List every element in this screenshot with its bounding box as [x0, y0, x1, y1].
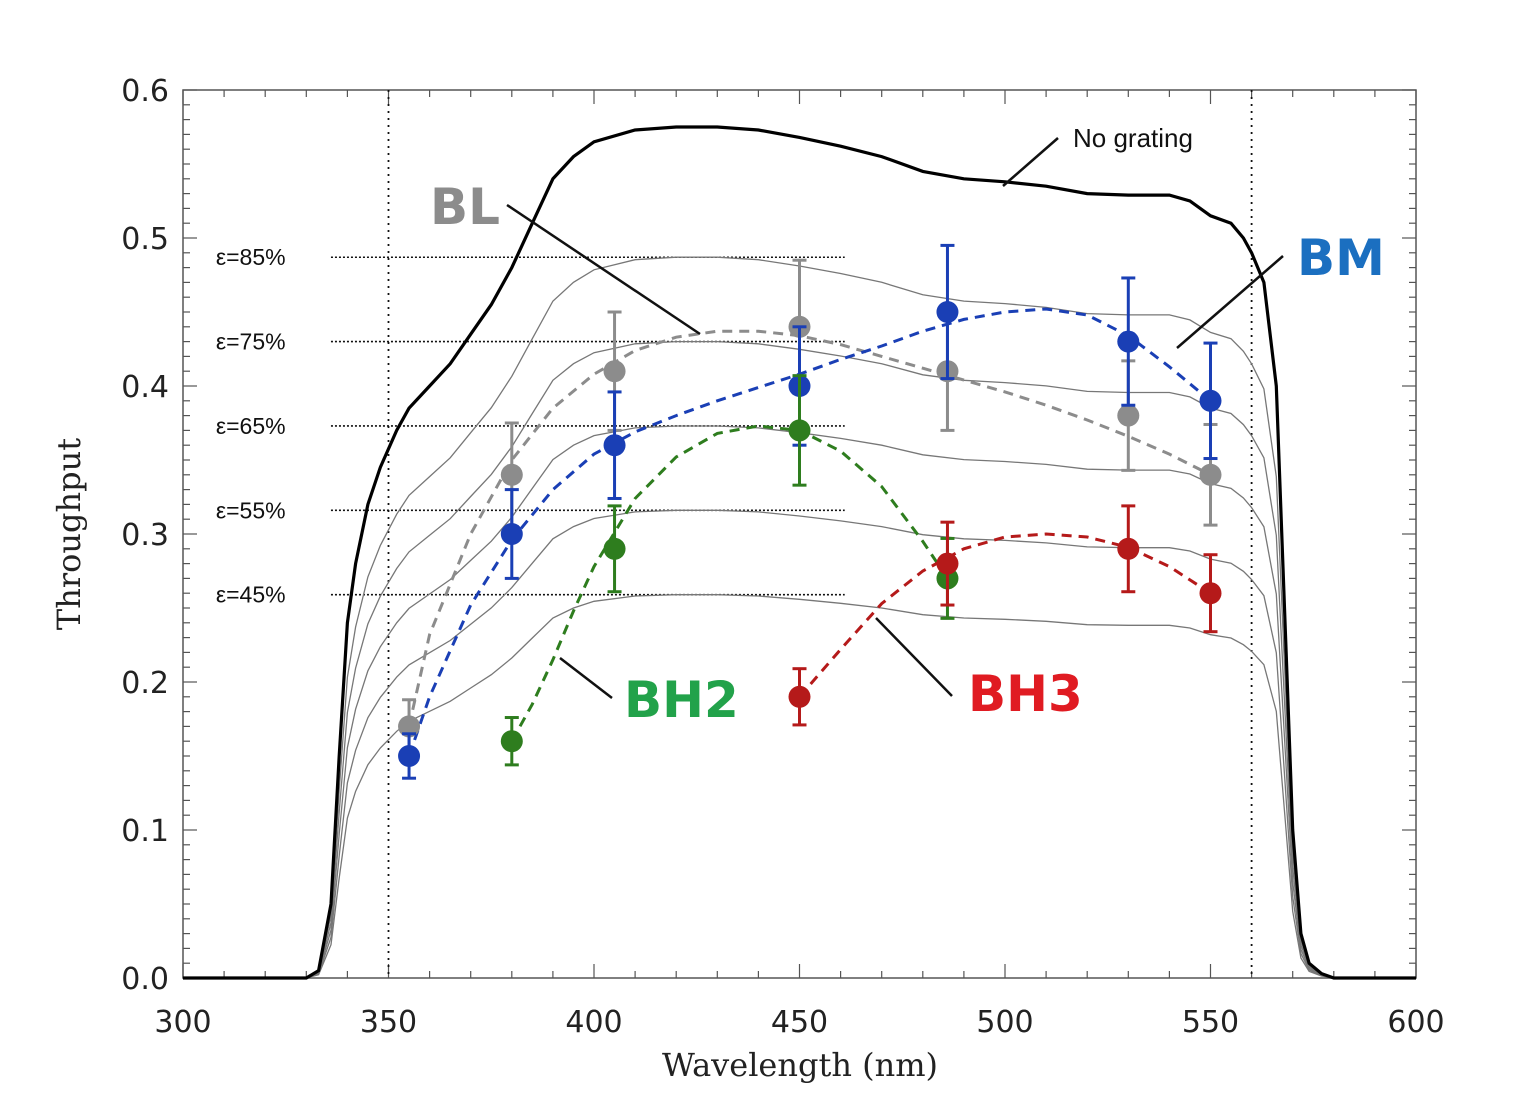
- axis-ticks: [182, 89, 1417, 979]
- data-point-bh3: [1199, 582, 1222, 605]
- efficiency-label: ε=75%: [216, 329, 286, 355]
- data-point-bh3: [936, 552, 959, 575]
- x-tick-label: 350: [360, 1005, 417, 1040]
- efficiency-label: ε=85%: [216, 244, 286, 270]
- y-tick-label: 0.0: [121, 962, 169, 997]
- data-point-bm: [936, 301, 959, 323]
- bh3-leader-line: [875, 617, 953, 697]
- efficiency-levels: ε=85% ε=75% ε=65% ε=55% ε=45%: [216, 244, 845, 608]
- x-tick-label: 300: [154, 1005, 211, 1040]
- fit-curve-bm: [407, 307, 1212, 757]
- bl-label: BL: [430, 178, 500, 236]
- data-point-bh2: [603, 537, 626, 560]
- no-grating-curve: [183, 125, 1416, 980]
- data-point-bl: [398, 715, 421, 738]
- data-point-bl: [603, 360, 626, 383]
- efficiency-label: ε=65%: [216, 413, 286, 439]
- x-tick-label: 500: [976, 1005, 1033, 1040]
- y-tick-label: 0.2: [121, 666, 169, 701]
- bh2-label: BH2: [624, 671, 739, 729]
- fit-curve-bl: [407, 329, 1212, 727]
- data-point-bl: [1117, 404, 1140, 427]
- x-tick-label: 600: [1387, 1005, 1444, 1040]
- x-tick-label: 450: [771, 1005, 828, 1040]
- vertical-reference-lines: [387, 90, 1253, 978]
- no-grating-leader-line: [1002, 137, 1059, 187]
- data-point-bm: [500, 523, 523, 545]
- efficiency-curve: [183, 509, 1416, 979]
- y-tick-label: 0.5: [121, 222, 169, 257]
- fit-curve-bh2: [510, 424, 949, 742]
- fit-curve-bh3: [798, 532, 1212, 698]
- efficiency-label: ε=55%: [216, 497, 286, 523]
- data-point-bm: [1199, 389, 1222, 412]
- data-point-bm: [1117, 330, 1140, 353]
- efficiency-label: ε=45%: [216, 582, 286, 608]
- no-grating-curve-group: [183, 125, 1416, 980]
- bh2-leader-line: [559, 657, 613, 699]
- y-tick-label: 0.1: [121, 814, 169, 849]
- bh3-label: BH3: [968, 665, 1083, 723]
- data-point-bh3: [788, 685, 811, 708]
- y-tick-label: 0.6: [121, 74, 169, 109]
- bl-leader-line: [506, 203, 701, 336]
- data-point-bl: [1199, 463, 1222, 486]
- tick-labels: 300 350 400 450 500 550 600 0.0 0.1 0.2 0.3 0.4 0.5 0…: [121, 74, 1444, 1040]
- data-point-bh2: [788, 419, 811, 442]
- bm-label: BM: [1297, 229, 1385, 287]
- fit-curves: [407, 307, 1212, 757]
- data-point-bh3: [1117, 537, 1140, 560]
- x-axis-title: Wavelength (nm): [662, 1046, 938, 1084]
- data-points: [398, 243, 1222, 780]
- data-point-bh2: [500, 730, 523, 753]
- x-tick-label: 550: [1182, 1005, 1239, 1040]
- bm-leader-line: [1176, 255, 1284, 349]
- x-tick-label: 400: [565, 1005, 622, 1040]
- y-tick-label: 0.3: [121, 518, 169, 553]
- no-grating-label: No grating: [1073, 123, 1193, 153]
- data-point-bm: [603, 434, 626, 457]
- data-point-bm: [398, 745, 421, 767]
- data-point-bl: [500, 463, 523, 486]
- y-tick-label: 0.4: [121, 370, 169, 405]
- efficiency-curve: [183, 594, 1416, 979]
- y-axis-title: Throughput: [50, 438, 88, 630]
